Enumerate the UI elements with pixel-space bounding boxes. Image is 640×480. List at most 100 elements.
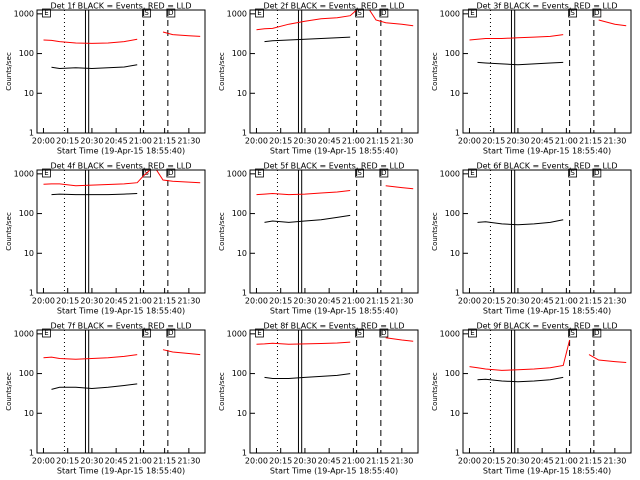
plot-frame — [36, 9, 206, 134]
marker-box — [42, 328, 51, 338]
marker-label: E — [44, 9, 48, 17]
x-tick-label: 20:45 — [318, 137, 341, 146]
marker-label: S — [570, 9, 575, 17]
marker-box — [592, 8, 602, 18]
marker-box — [166, 168, 176, 178]
y-tick-label: 1000 — [227, 9, 247, 18]
marker-box — [355, 8, 365, 18]
plot-frame — [249, 9, 419, 134]
series-line — [43, 169, 201, 187]
marker-label: E — [257, 329, 261, 337]
x-tick-label: 20:15 — [482, 457, 505, 466]
x-tick-label: 21:00 — [129, 457, 152, 466]
marker-label: S — [357, 169, 362, 177]
x-tick-label: 20:00 — [32, 457, 55, 466]
marker-box — [355, 168, 365, 178]
series-line — [469, 339, 627, 371]
marker-box — [255, 328, 264, 338]
x-tick-label: 20:45 — [318, 457, 341, 466]
series-line — [264, 373, 351, 379]
x-tick-label: 20:45 — [531, 297, 554, 306]
series-line — [264, 36, 351, 43]
marker-label: D — [381, 329, 386, 337]
marker-box — [592, 168, 602, 178]
x-tick-label: 20:30 — [293, 457, 316, 466]
series-line — [477, 219, 564, 226]
x-tick-label: 21:30 — [603, 297, 626, 306]
series-line — [256, 185, 414, 196]
chart-title: Det 4f BLACK = Events, RED = LLD — [50, 162, 191, 171]
y-tick-label: 1000 — [14, 9, 34, 18]
y-tick-label: 10 — [237, 249, 247, 258]
x-tick-label: 20:45 — [105, 297, 128, 306]
y-tick-label: 1 — [455, 289, 460, 298]
marker-box — [42, 168, 51, 178]
y-tick-label: 1 — [242, 289, 247, 298]
marker-label: D — [168, 9, 173, 17]
x-axis-label: Start Time (19-Apr-15 18:55:40) — [483, 307, 611, 316]
y-tick-label: 1 — [242, 129, 247, 138]
chart-title: Det 2f BLACK = Events, RED = LLD — [263, 2, 404, 11]
x-tick-label: 20:00 — [458, 137, 481, 146]
marker-box — [142, 8, 152, 18]
x-tick-label: 21:15 — [366, 297, 389, 306]
x-tick-label: 20:00 — [245, 457, 268, 466]
chart-title: Det 1f BLACK = Events, RED = LLD — [50, 2, 191, 11]
y-tick-label: 100 — [232, 369, 247, 378]
marker-label: E — [470, 169, 474, 177]
x-tick-label: 21:00 — [555, 137, 578, 146]
marker-label: D — [381, 169, 386, 177]
x-tick-label: 21:30 — [177, 457, 200, 466]
chart-title: Det 3f BLACK = Events, RED = LLD — [476, 2, 617, 11]
x-tick-label: 20:45 — [318, 297, 341, 306]
plot-frame — [36, 169, 206, 294]
y-tick-label: 1 — [29, 129, 34, 138]
x-axis-label: Start Time (19-Apr-15 18:55:40) — [483, 467, 611, 476]
x-tick-label: 20:45 — [105, 137, 128, 146]
y-tick-label: 1000 — [14, 329, 34, 338]
marker-box — [468, 8, 477, 18]
marker-box — [592, 328, 602, 338]
x-tick-label: 20:15 — [269, 137, 292, 146]
y-axis-label: Counts/sec — [5, 52, 13, 91]
marker-label: S — [357, 9, 362, 17]
y-axis-label: Counts/sec — [218, 372, 226, 411]
marker-box — [142, 328, 152, 338]
marker-box — [355, 328, 365, 338]
x-tick-label: 21:30 — [390, 297, 413, 306]
x-tick-label: 20:30 — [506, 137, 529, 146]
x-tick-label: 21:15 — [366, 137, 389, 146]
plot-frame — [462, 169, 632, 294]
marker-box — [379, 168, 389, 178]
marker-label: E — [257, 169, 261, 177]
x-tick-label: 20:30 — [80, 457, 103, 466]
y-tick-label: 10 — [450, 249, 460, 258]
x-axis-label: Start Time (19-Apr-15 18:55:40) — [483, 147, 611, 156]
x-tick-label: 21:00 — [555, 297, 578, 306]
y-tick-label: 1000 — [14, 169, 34, 178]
x-tick-label: 20:30 — [80, 297, 103, 306]
plot-frame — [36, 329, 206, 454]
x-tick-label: 21:30 — [390, 137, 413, 146]
x-tick-label: 21:00 — [342, 137, 365, 146]
chart-title: Det 5f BLACK = Events, RED = LLD — [263, 162, 404, 171]
y-tick-label: 100 — [232, 209, 247, 218]
y-tick-label: 10 — [450, 409, 460, 418]
y-tick-label: 1 — [455, 129, 460, 138]
x-tick-label: 20:30 — [293, 297, 316, 306]
x-tick-label: 21:15 — [579, 137, 602, 146]
marker-box — [468, 168, 477, 178]
marker-label: S — [357, 329, 362, 337]
x-tick-label: 20:15 — [482, 297, 505, 306]
chart-title: Det 8f BLACK = Events, RED = LLD — [263, 322, 404, 331]
y-axis-label: Counts/sec — [431, 52, 439, 91]
x-tick-label: 21:15 — [153, 457, 176, 466]
y-axis-label: Counts/sec — [431, 212, 439, 251]
x-axis-label: Start Time (19-Apr-15 18:55:40) — [270, 467, 398, 476]
y-tick-label: 100 — [445, 209, 460, 218]
marker-label: E — [44, 169, 48, 177]
x-tick-label: 20:45 — [531, 137, 554, 146]
y-tick-label: 1000 — [440, 9, 460, 18]
